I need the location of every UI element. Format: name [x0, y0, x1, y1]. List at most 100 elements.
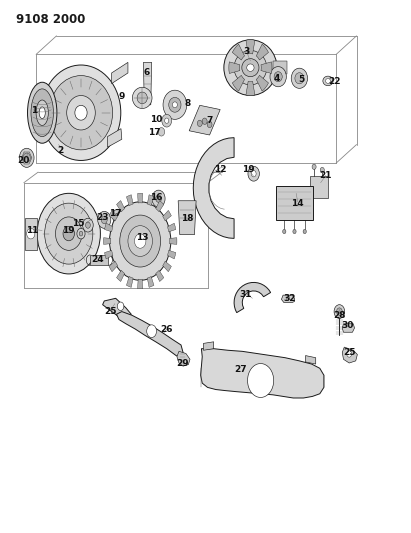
Polygon shape: [276, 186, 313, 220]
Text: 14: 14: [291, 199, 304, 208]
Circle shape: [334, 305, 345, 318]
Circle shape: [247, 364, 274, 398]
Ellipse shape: [323, 76, 333, 86]
Ellipse shape: [173, 102, 177, 108]
Wedge shape: [246, 82, 255, 95]
Polygon shape: [203, 342, 214, 350]
Ellipse shape: [55, 217, 82, 251]
Circle shape: [79, 231, 83, 236]
Wedge shape: [127, 277, 133, 287]
Ellipse shape: [41, 65, 121, 160]
Text: 23: 23: [96, 213, 109, 222]
Ellipse shape: [110, 202, 171, 280]
Ellipse shape: [132, 87, 152, 109]
Text: 21: 21: [319, 171, 331, 180]
Ellipse shape: [326, 78, 330, 83]
Ellipse shape: [36, 100, 48, 125]
Circle shape: [197, 120, 202, 126]
Wedge shape: [117, 270, 125, 281]
Circle shape: [77, 228, 85, 239]
Text: 24: 24: [91, 255, 104, 264]
Text: 9108 2000: 9108 2000: [16, 13, 85, 26]
Circle shape: [98, 212, 111, 228]
Polygon shape: [90, 255, 109, 265]
Text: 7: 7: [206, 116, 213, 125]
Text: 6: 6: [143, 68, 150, 77]
Polygon shape: [342, 347, 357, 363]
Ellipse shape: [128, 225, 152, 256]
Polygon shape: [103, 298, 131, 319]
Wedge shape: [167, 223, 176, 232]
Wedge shape: [104, 238, 111, 244]
Circle shape: [83, 218, 93, 232]
Circle shape: [312, 164, 316, 169]
Wedge shape: [246, 39, 255, 54]
Circle shape: [115, 213, 120, 219]
Text: 18: 18: [181, 214, 194, 223]
Wedge shape: [138, 279, 143, 289]
Circle shape: [251, 171, 256, 177]
Circle shape: [19, 148, 34, 167]
Text: 10: 10: [150, 115, 163, 124]
Wedge shape: [256, 75, 268, 91]
Wedge shape: [229, 62, 240, 74]
Text: 20: 20: [18, 156, 30, 165]
Ellipse shape: [45, 203, 93, 264]
Text: 2: 2: [58, 147, 64, 156]
Circle shape: [165, 118, 169, 123]
Ellipse shape: [37, 193, 100, 274]
Polygon shape: [273, 61, 287, 74]
Circle shape: [248, 166, 259, 181]
Ellipse shape: [39, 107, 45, 118]
Polygon shape: [193, 138, 234, 238]
Wedge shape: [147, 195, 154, 206]
Text: 29: 29: [177, 359, 189, 367]
Polygon shape: [25, 217, 37, 249]
Text: 4: 4: [274, 74, 280, 83]
Wedge shape: [169, 238, 177, 244]
Wedge shape: [127, 195, 133, 206]
Text: 1: 1: [31, 106, 37, 115]
Polygon shape: [177, 351, 190, 366]
Polygon shape: [282, 295, 295, 303]
Text: 31: 31: [239, 289, 252, 298]
Circle shape: [23, 153, 30, 163]
Text: 3: 3: [243, 47, 249, 56]
Text: 8: 8: [184, 99, 190, 108]
Text: 30: 30: [342, 321, 354, 330]
Circle shape: [293, 229, 296, 233]
Circle shape: [113, 209, 123, 223]
Ellipse shape: [169, 98, 181, 112]
Wedge shape: [109, 261, 118, 272]
Circle shape: [102, 216, 107, 224]
Polygon shape: [108, 128, 122, 147]
Polygon shape: [116, 312, 183, 358]
Polygon shape: [342, 324, 355, 332]
Polygon shape: [178, 201, 196, 235]
Circle shape: [162, 114, 172, 127]
Ellipse shape: [242, 59, 259, 77]
Ellipse shape: [120, 215, 161, 267]
Ellipse shape: [234, 51, 267, 85]
Text: 15: 15: [72, 219, 84, 228]
Polygon shape: [310, 176, 328, 198]
Ellipse shape: [224, 40, 277, 95]
Circle shape: [27, 228, 35, 239]
Text: 25: 25: [104, 307, 117, 316]
Polygon shape: [234, 282, 270, 313]
Wedge shape: [104, 251, 113, 259]
Text: 26: 26: [160, 325, 173, 334]
Ellipse shape: [28, 82, 57, 143]
Ellipse shape: [274, 71, 282, 82]
Wedge shape: [109, 211, 118, 221]
Wedge shape: [232, 44, 245, 60]
Text: 19: 19: [62, 226, 75, 235]
Text: 13: 13: [136, 233, 148, 242]
Polygon shape: [112, 62, 128, 84]
Ellipse shape: [134, 234, 146, 248]
Text: 9: 9: [119, 92, 125, 101]
Ellipse shape: [247, 64, 254, 71]
Polygon shape: [201, 349, 324, 398]
Circle shape: [147, 325, 157, 337]
Polygon shape: [189, 106, 220, 135]
